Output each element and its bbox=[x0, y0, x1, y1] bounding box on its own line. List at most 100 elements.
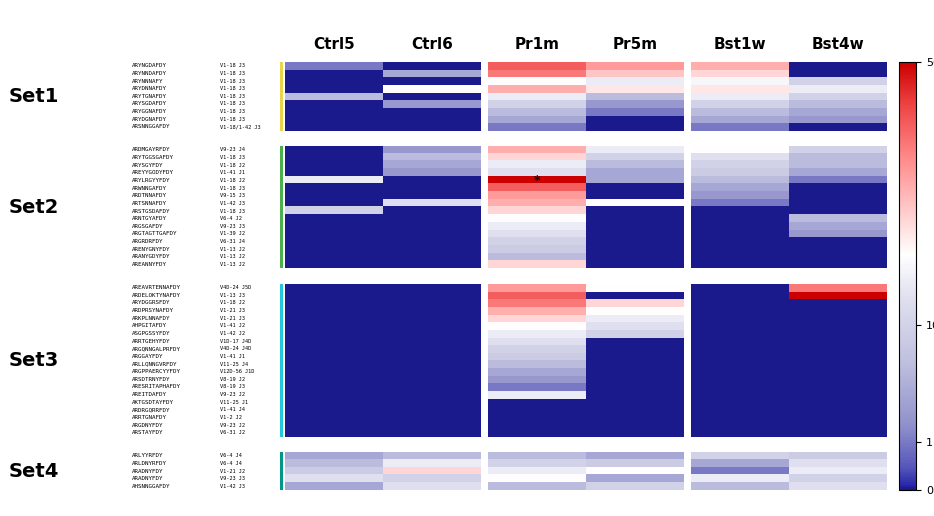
Text: ARESRITAPHAFDY: ARESRITAPHAFDY bbox=[133, 384, 181, 390]
Text: ARDMGAYRFDY: ARDMGAYRFDY bbox=[133, 148, 171, 152]
Text: V1-13 J2: V1-13 J2 bbox=[220, 262, 246, 267]
Text: V1-18 J2: V1-18 J2 bbox=[220, 163, 246, 168]
Text: ARGQNNGALPRFDY: ARGQNNGALPRFDY bbox=[133, 346, 181, 351]
Text: AKTGSDTAYFDY: AKTGSDTAYFDY bbox=[133, 400, 175, 405]
Text: V1-18 J3: V1-18 J3 bbox=[220, 208, 246, 214]
Text: ARYLRGYYFDY: ARYLRGYYFDY bbox=[133, 178, 171, 183]
Text: V1-13 J3: V1-13 J3 bbox=[220, 293, 246, 298]
Text: ARANYGDYFDY: ARANYGDYFDY bbox=[133, 254, 171, 260]
Text: V6-31 J4: V6-31 J4 bbox=[220, 239, 246, 244]
Text: ARLLQNNGVRFDY: ARLLQNNGVRFDY bbox=[133, 362, 177, 366]
Text: V6-4 J4: V6-4 J4 bbox=[220, 453, 242, 458]
Text: V1-18/1-42 J3: V1-18/1-42 J3 bbox=[220, 124, 261, 130]
Text: ARYNNDAFDY: ARYNNDAFDY bbox=[133, 71, 167, 76]
Text: V1-18 J3: V1-18 J3 bbox=[220, 78, 246, 84]
Text: ARSNNGGAFDY: ARSNNGGAFDY bbox=[133, 124, 171, 130]
Text: V1-18 J3: V1-18 J3 bbox=[220, 186, 246, 190]
Text: AREANNYFDY: AREANNYFDY bbox=[133, 262, 167, 267]
Text: ARSTGSDAFDY: ARSTGSDAFDY bbox=[133, 208, 171, 214]
Text: V8-19 J3: V8-19 J3 bbox=[220, 384, 246, 390]
Text: V1-21 J2: V1-21 J2 bbox=[220, 469, 246, 474]
Text: V1D-17 J4D: V1D-17 J4D bbox=[220, 338, 251, 344]
Text: V1-21 J3: V1-21 J3 bbox=[220, 308, 246, 313]
Text: V12D-56 J1D: V12D-56 J1D bbox=[220, 369, 255, 374]
Text: V1-21 J3: V1-21 J3 bbox=[220, 316, 246, 320]
Text: ARYSGYFDY: ARYSGYFDY bbox=[133, 163, 163, 168]
Text: Set1: Set1 bbox=[8, 87, 59, 106]
Text: ARDTNNAFDY: ARDTNNAFDY bbox=[133, 194, 167, 198]
Text: V9-23 J2: V9-23 J2 bbox=[220, 392, 246, 397]
Text: ARGGAYFDY: ARGGAYFDY bbox=[133, 354, 163, 359]
Text: ARADNYFDY: ARADNYFDY bbox=[133, 476, 163, 481]
Text: ARYGGNAFDY: ARYGGNAFDY bbox=[133, 109, 167, 114]
Text: ARENYGNYFDY: ARENYGNYFDY bbox=[133, 247, 171, 252]
Text: ARRTGEHYFDY: ARRTGEHYFDY bbox=[133, 338, 171, 344]
Text: ARGPPAERCYYFDY: ARGPPAERCYYFDY bbox=[133, 369, 181, 374]
Text: ARYTGGSGAFDY: ARYTGGSGAFDY bbox=[133, 155, 175, 160]
Text: ARDRGQRRFDY: ARDRGQRRFDY bbox=[133, 408, 171, 412]
Text: V1-42 J2: V1-42 J2 bbox=[220, 331, 246, 336]
Text: ARKPLNNAFDY: ARKPLNNAFDY bbox=[133, 316, 171, 320]
Text: V1-18 J3: V1-18 J3 bbox=[220, 102, 246, 106]
Text: V9-23 J4: V9-23 J4 bbox=[220, 148, 246, 152]
Text: AREITDAFDY: AREITDAFDY bbox=[133, 392, 167, 397]
Text: V1-18 J3: V1-18 J3 bbox=[220, 117, 246, 122]
Text: ARYTGNAFDY: ARYTGNAFDY bbox=[133, 94, 167, 99]
Text: ARWNNGAFDY: ARWNNGAFDY bbox=[133, 186, 167, 190]
Text: ARSDTRNYFDY: ARSDTRNYFDY bbox=[133, 377, 171, 382]
Text: V1-41 J1: V1-41 J1 bbox=[220, 170, 246, 175]
Text: V6-31 J2: V6-31 J2 bbox=[220, 430, 246, 436]
Text: ARDELOKTYNAFDY: ARDELOKTYNAFDY bbox=[133, 293, 181, 298]
Text: V11-25 J4: V11-25 J4 bbox=[220, 362, 248, 366]
Text: ARGRDRFDY: ARGRDRFDY bbox=[133, 239, 163, 244]
Text: ARYDNNAFDY: ARYDNNAFDY bbox=[133, 86, 167, 91]
Text: Set4: Set4 bbox=[8, 462, 59, 480]
Text: V1-18 J2: V1-18 J2 bbox=[220, 300, 246, 305]
Text: ARYNGDAFDY: ARYNGDAFDY bbox=[133, 63, 167, 68]
Text: V8-19 J2: V8-19 J2 bbox=[220, 377, 246, 382]
Text: Bst1w: Bst1w bbox=[715, 37, 767, 52]
Text: V4D-24 J4D: V4D-24 J4D bbox=[220, 346, 251, 351]
Text: Bst4w: Bst4w bbox=[812, 37, 865, 52]
Text: V1-41 J2: V1-41 J2 bbox=[220, 323, 246, 328]
Text: ARSTAYFDY: ARSTAYFDY bbox=[133, 430, 163, 436]
Text: V1-13 J2: V1-13 J2 bbox=[220, 247, 246, 252]
Text: AREAVRTENNAFDY: AREAVRTENNAFDY bbox=[133, 285, 181, 290]
Text: V1-2 J2: V1-2 J2 bbox=[220, 415, 242, 420]
Text: *: * bbox=[534, 174, 541, 187]
Text: AHSNNGGAFDY: AHSNNGGAFDY bbox=[133, 484, 171, 489]
Text: V9-23 J3: V9-23 J3 bbox=[220, 476, 246, 481]
Text: ARYSGDAFDY: ARYSGDAFDY bbox=[133, 102, 167, 106]
Text: ARLDNYRFDY: ARLDNYRFDY bbox=[133, 461, 167, 466]
Text: V9-23 J2: V9-23 J2 bbox=[220, 423, 246, 428]
Text: V1-18 J3: V1-18 J3 bbox=[220, 109, 246, 114]
Text: V1-18 J2: V1-18 J2 bbox=[220, 178, 246, 183]
Text: Set3: Set3 bbox=[8, 351, 59, 369]
Text: ARLYYRFDY: ARLYYRFDY bbox=[133, 453, 163, 458]
Text: V1-41 J1: V1-41 J1 bbox=[220, 354, 246, 359]
Text: V1-42 J3: V1-42 J3 bbox=[220, 201, 246, 206]
Text: Pr1m: Pr1m bbox=[515, 37, 559, 52]
Text: V11-25 J1: V11-25 J1 bbox=[220, 400, 248, 405]
Text: Pr5m: Pr5m bbox=[613, 37, 658, 52]
Text: V1-18 J3: V1-18 J3 bbox=[220, 86, 246, 91]
Text: V1-18 J3: V1-18 J3 bbox=[220, 94, 246, 99]
Text: V9-23 J3: V9-23 J3 bbox=[220, 224, 246, 229]
Text: ARYDGGRSFDY: ARYDGGRSFDY bbox=[133, 300, 171, 305]
Text: Set2: Set2 bbox=[8, 198, 59, 217]
Text: ARADNYFDY: ARADNYFDY bbox=[133, 469, 163, 474]
Text: ARYNNNAFY: ARYNNNAFY bbox=[133, 78, 163, 84]
Text: V1-18 J3: V1-18 J3 bbox=[220, 71, 246, 76]
Text: ARGSGAFDY: ARGSGAFDY bbox=[133, 224, 163, 229]
Text: ASGPGSSYFDY: ASGPGSSYFDY bbox=[133, 331, 171, 336]
Text: V1-13 J2: V1-13 J2 bbox=[220, 254, 246, 260]
Text: ARTSNNAFDY: ARTSNNAFDY bbox=[133, 201, 167, 206]
Text: ARGTAGTTGAFDY: ARGTAGTTGAFDY bbox=[133, 232, 177, 236]
Text: V1-39 J2: V1-39 J2 bbox=[220, 232, 246, 236]
Text: V9-15 J3: V9-15 J3 bbox=[220, 194, 246, 198]
Text: ARRTGNAFDY: ARRTGNAFDY bbox=[133, 415, 167, 420]
Text: AHPGITAFDY: AHPGITAFDY bbox=[133, 323, 167, 328]
Text: Ctrl5: Ctrl5 bbox=[313, 37, 355, 52]
Text: ARNTGYAFDY: ARNTGYAFDY bbox=[133, 216, 167, 221]
Text: V1-42 J3: V1-42 J3 bbox=[220, 484, 246, 489]
